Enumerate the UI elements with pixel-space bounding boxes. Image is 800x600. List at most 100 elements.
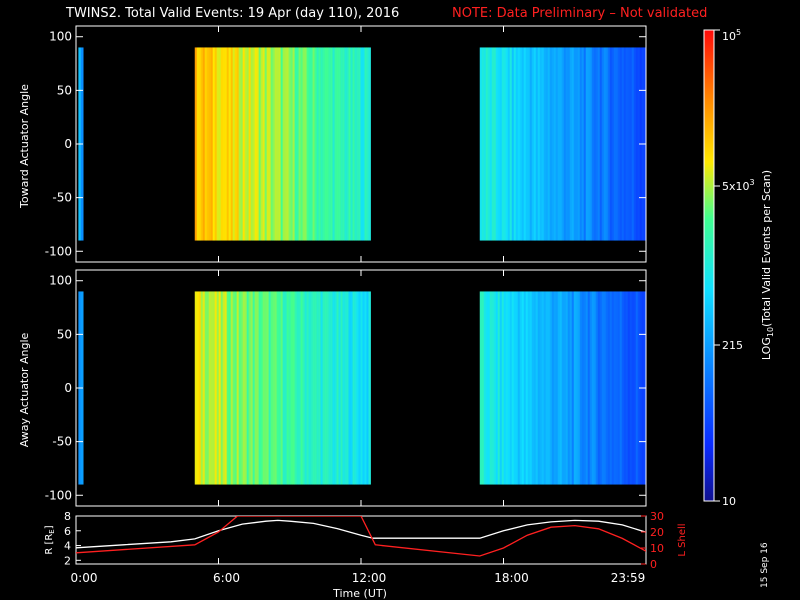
y-tick-label: 0	[64, 137, 72, 151]
heatmap-column	[340, 47, 343, 241]
heatmap-column	[236, 291, 240, 485]
heatmap-column	[352, 47, 355, 241]
heatmap-column	[214, 47, 218, 241]
heatmap-column	[228, 291, 232, 485]
heatmap-column	[328, 47, 331, 241]
toward-heatmap-panel: 100 50 0 -50 -100	[45, 25, 647, 263]
heatmap-column	[292, 291, 296, 485]
heatmap-column	[549, 291, 553, 485]
heatmap-column	[583, 291, 587, 485]
heatmap-column	[533, 291, 537, 485]
heatmap-column	[625, 47, 629, 241]
heatmap-column	[310, 47, 313, 241]
heatmap-column	[523, 47, 527, 241]
heatmap-column	[549, 47, 553, 241]
heatmap-column	[256, 47, 260, 241]
colorbar-tick-1e5: 105	[722, 28, 741, 43]
heatmap-column	[551, 47, 555, 241]
x-tick-label: 18:00	[494, 571, 529, 585]
heatmap-column	[629, 47, 633, 241]
heatmap-column	[529, 47, 533, 241]
heatmap-column	[617, 291, 621, 485]
heatmap-column	[537, 291, 541, 485]
heatmap-column	[605, 291, 609, 485]
heatmap-column	[573, 291, 577, 485]
y-tick-label: -50	[52, 191, 72, 205]
heatmap-column	[200, 47, 204, 241]
heatmap-column	[627, 47, 631, 241]
heatmap-column	[198, 291, 202, 485]
heatmap-column	[629, 291, 633, 485]
heatmap-column	[244, 291, 248, 485]
heatmap-column	[623, 47, 627, 241]
heatmap-column	[539, 47, 543, 241]
heatmap-column	[316, 291, 319, 485]
heatmap-column	[531, 291, 535, 485]
heatmap-column	[597, 291, 601, 485]
heatmap-column	[216, 291, 220, 485]
orbit-y-tick-label: 8	[64, 510, 71, 523]
heatmap-column	[527, 291, 531, 485]
heatmap-column	[583, 47, 587, 241]
heatmap-column	[481, 291, 485, 485]
heatmap-column	[581, 291, 585, 485]
heatmap-column	[585, 291, 589, 485]
heatmap-column	[479, 47, 483, 241]
heatmap-column	[310, 291, 313, 485]
heatmap-column	[575, 291, 579, 485]
heatmap-column	[615, 47, 619, 241]
heatmap-column	[543, 291, 547, 485]
heatmap-column	[356, 291, 359, 485]
heatmap-column	[230, 47, 234, 241]
heatmap-column	[535, 291, 539, 485]
heatmap-column	[210, 47, 214, 241]
heatmap-column	[246, 47, 250, 241]
heatmap-column	[218, 291, 222, 485]
heatmap-column	[270, 47, 274, 241]
heatmap-column	[497, 47, 501, 241]
heatmap-column	[354, 291, 357, 485]
heatmap-column	[222, 47, 226, 241]
heatmap-column	[226, 291, 230, 485]
heatmap-column	[270, 291, 274, 485]
heatmap-column	[539, 291, 543, 485]
heatmap-column	[531, 47, 535, 241]
heatmap-column	[344, 291, 347, 485]
heatmap-column	[288, 47, 292, 241]
heatmap-column	[525, 47, 529, 241]
heatmap-column	[507, 47, 511, 241]
heatmap-column	[559, 291, 563, 485]
heatmap-column	[312, 291, 315, 485]
x-tick-label: 0:00	[71, 571, 98, 585]
away-heatmap-panel: 100 50 0 -50 -100	[45, 269, 647, 507]
y-tick-label: 50	[57, 83, 72, 97]
heatmap-column	[224, 47, 228, 241]
heatmap-column	[272, 291, 276, 485]
orbit-y-tick-label: 2	[64, 554, 71, 567]
heatmap-column	[519, 47, 523, 241]
heatmap-column	[631, 47, 635, 241]
heatmap-column	[483, 291, 487, 485]
heatmap-column	[258, 291, 262, 485]
l-shell-tick-label: 20	[650, 526, 664, 539]
heatmap-column	[362, 291, 365, 485]
heatmap-column	[519, 291, 523, 485]
heatmap-column	[609, 47, 613, 241]
heatmap-column	[535, 47, 539, 241]
heatmap-column	[529, 291, 533, 485]
heatmap-column	[521, 291, 525, 485]
l-shell-tick-label: 0	[650, 558, 657, 571]
heatmap-column	[242, 291, 246, 485]
heatmap-column	[268, 47, 272, 241]
heatmap-column	[246, 291, 250, 485]
heatmap-column	[204, 291, 208, 485]
heatmap-column	[547, 47, 551, 241]
heatmap-column	[625, 291, 629, 485]
heatmap-column	[499, 291, 503, 485]
heatmap-column	[326, 47, 329, 241]
heatmap-column	[230, 291, 234, 485]
heatmap-column	[579, 47, 583, 241]
heatmap-column	[603, 47, 607, 241]
y-tick-label: 100	[49, 30, 72, 44]
heatmap-column	[214, 291, 218, 485]
